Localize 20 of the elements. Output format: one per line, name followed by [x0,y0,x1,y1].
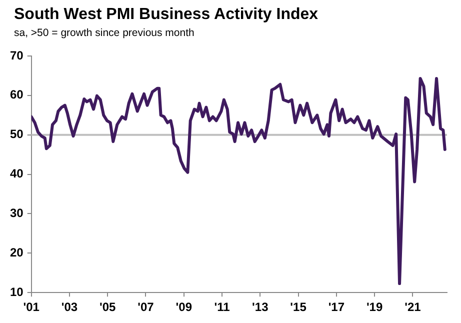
chart-subtitle: sa, >50 = growth since previous month [14,27,194,39]
x-tick-label: '17 [328,300,345,314]
x-tick-label: '07 [138,300,154,314]
y-tick-label: 50 [10,127,24,142]
y-tick-label: 10 [10,284,24,299]
x-tick-label: '13 [252,300,269,314]
x-tick-label: '11 [214,300,230,314]
x-tick-label: '19 [366,300,383,314]
chart-title: South West PMI Business Activity Index [14,6,318,24]
x-tick-label: '01 [23,300,40,314]
y-tick-label: 20 [10,245,24,260]
x-tick-label: '03 [61,300,78,314]
y-tick-label: 30 [10,206,24,220]
x-tick-label: '09 [176,300,192,314]
x-tick-label: '05 [100,300,116,314]
x-tick-label: '15 [290,300,307,314]
y-tick-label: 40 [10,166,24,181]
x-tick-label: '21 [404,300,422,314]
y-tick-label: 60 [10,88,24,102]
y-tick-label: 70 [10,48,24,62]
